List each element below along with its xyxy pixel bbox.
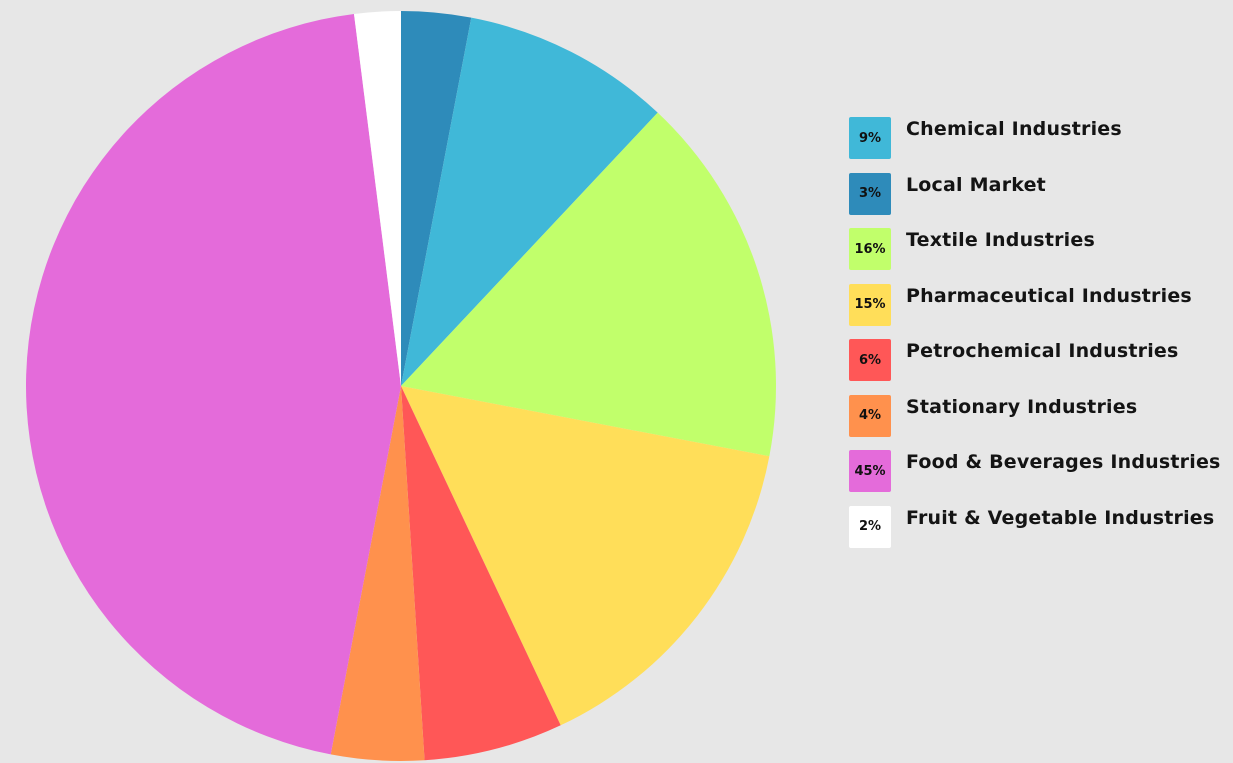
legend-item: 15% Pharmaceutical Industries: [849, 283, 1233, 326]
legend-item: 16% Textile Industries: [849, 228, 1233, 270]
legend-swatch: 16%: [849, 228, 891, 270]
legend-swatch: 4%: [849, 394, 891, 437]
pie-slice-local-market: [401, 11, 472, 386]
legend-swatch: 45%: [849, 450, 891, 492]
pie-slice-textile-industries: [401, 112, 776, 457]
legend-swatch: 2%: [849, 505, 891, 548]
legend-swatch: 9%: [849, 117, 891, 159]
legend-label: Textile Industries: [906, 229, 1095, 251]
legend-item: 45% Food & Beverages Industries: [849, 450, 1233, 492]
pie-slice-food-beverages-industries: [26, 13, 402, 755]
legend-item: 2% Fruit & Vegetable Industries: [849, 505, 1233, 548]
legend-swatch: 3%: [849, 172, 891, 215]
legend-item: 4% Stationary Industries: [849, 394, 1233, 437]
legend-swatch: 6%: [849, 339, 891, 381]
pie-slice-stationary-industries: [330, 386, 425, 761]
legend-label: Food & Beverages Industries: [906, 451, 1221, 473]
legend-item: 9% Chemical Industries: [849, 117, 1233, 159]
pie-slice-pharmaceutical-industries: [401, 386, 770, 726]
legend-swatch: 15%: [849, 283, 891, 326]
pie-slice-fruit-vegetable-industries: [354, 11, 401, 386]
legend-label: Local Market: [906, 173, 1046, 196]
pie-chart: [26, 11, 776, 761]
legend-label: Fruit & Vegetable Industries: [906, 506, 1215, 529]
legend-label: Pharmaceutical Industries: [906, 284, 1192, 307]
legend-item: 6% Petrochemical Industries: [849, 339, 1233, 381]
legend-label: Petrochemical Industries: [906, 340, 1179, 362]
legend-label: Chemical Industries: [906, 118, 1122, 140]
pie-slice-chemical-industries: [401, 17, 658, 387]
legend-item: 3% Local Market: [849, 172, 1233, 215]
legend-label: Stationary Industries: [906, 395, 1138, 418]
pie-slice-petrochemical-industries: [401, 386, 561, 761]
